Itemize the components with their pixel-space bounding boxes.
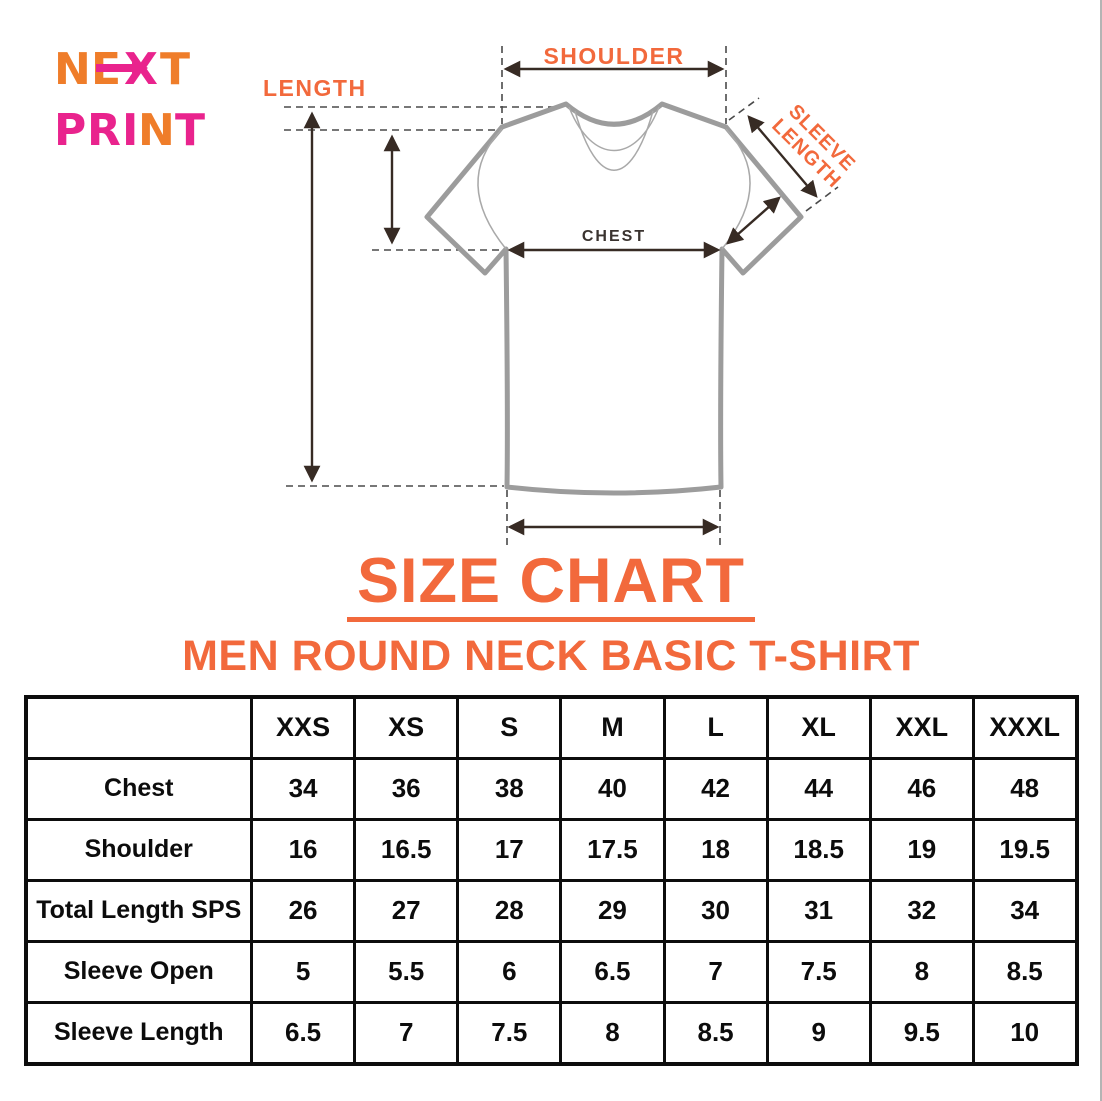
measurement-row-label: Total Length SPS [24,878,253,943]
size-column-header: XXS [249,695,357,760]
logo-word-next: N E X T [54,44,190,95]
size-value-cell: 30 [662,878,769,943]
measurement-row-label: Sleeve Length [24,1000,253,1066]
size-table: XXS XS S M L XL XXL XXXL Chest 34 36 38 40 42 44 46 48 S… [23,694,1079,1066]
size-column-header: XXL [868,695,975,760]
size-value-cell: 8 [559,1000,666,1066]
size-value-cell: 36 [353,756,460,821]
size-value-cell: 18.5 [765,817,872,882]
size-value-cell: 17 [456,817,563,882]
size-value-cell: 5 [249,939,357,1004]
size-value-cell: 19.5 [971,817,1079,882]
size-value-cell: 31 [765,878,872,943]
size-value-cell: 5.5 [353,939,460,1004]
size-column-header: L [662,695,769,760]
size-value-cell: 16.5 [353,817,460,882]
size-value-cell: 7 [353,1000,460,1066]
size-value-cell: 34 [249,756,357,821]
logo-letter: R [87,105,121,154]
size-value-cell: 48 [971,756,1079,821]
size-table-body: Chest 34 36 38 40 42 44 46 48 Shoulder 16 16.5 17 17.… [24,756,1079,1066]
size-column-header: XL [765,695,872,760]
tshirt-outline [424,101,804,496]
measurement-row-label: Shoulder [24,817,253,882]
guide-dashed-lines [284,46,839,547]
size-value-cell: 6.5 [559,939,666,1004]
table-row: Chest 34 36 38 40 42 44 46 48 [24,756,1079,821]
measurement-row-label: Chest [24,756,253,821]
chest-label: CHEST [582,228,646,245]
size-value-cell: 6 [456,939,563,1004]
logo-letter: N [138,105,175,154]
left-armhole-seam [477,128,507,250]
logo-letter: P [54,105,86,154]
size-value-cell: 16 [249,817,357,882]
size-value-cell: 8 [868,939,975,1004]
dimension-arrows [303,60,818,536]
logo-arrow-icon [96,57,148,79]
size-value-cell: 32 [868,878,975,943]
table-row: Total Length SPS 26 27 28 29 30 31 32 34 [24,878,1079,943]
logo-word-print: P R I N T [54,105,205,154]
size-value-cell: 8.5 [662,1000,769,1066]
sleeve-length-label: SLEEVE LENGTH [767,100,859,192]
size-value-cell: 18 [662,817,769,882]
size-value-cell: 34 [971,878,1079,943]
size-value-cell: 7.5 [456,1000,563,1066]
size-value-cell: 27 [353,878,460,943]
logo-letter: T [160,44,190,95]
size-value-cell: 8.5 [971,939,1079,1004]
table-row: Shoulder 16 16.5 17 17.5 18 18.5 19 19.5 [24,817,1079,882]
shoulder-label: SHOULDER [543,43,684,69]
size-value-cell: 26 [249,878,357,943]
tshirt-measurement-diagram: SHOULDER LENGTH CHEST SLEEVE LENGTH [263,43,860,547]
size-value-cell: 7 [662,939,769,1004]
page-title: SIZE CHART [347,550,755,622]
size-value-cell: 38 [456,756,563,821]
size-value-cell: 7.5 [765,939,872,1004]
sleeve-length-arrow [747,115,818,198]
page-subtitle: MEN ROUND NECK BASIC T-SHIRT [182,631,920,680]
size-value-cell: 44 [765,756,872,821]
size-value-cell: 42 [662,756,769,821]
size-column-header: XXXL [971,695,1079,760]
logo-letter: N [54,44,91,95]
size-value-cell: 9.5 [868,1000,975,1066]
size-table-header-row: XXS XS S M L XL XXL XXXL [24,695,1079,760]
size-value-cell: 19 [868,817,975,882]
measurement-row-label: Sleeve Open [24,939,253,1004]
size-value-cell: 9 [765,1000,872,1066]
table-row: Sleeve Length 6.5 7 7.5 8 8.5 9 9.5 10 [24,1000,1079,1066]
size-value-cell: 46 [868,756,975,821]
size-value-cell: 6.5 [249,1000,357,1066]
logo-letter: T [175,105,205,154]
next-print-logo: N E X T P R I N T [54,44,205,154]
length-label: LENGTH [263,75,367,101]
logo-letter: I [122,105,138,154]
size-value-cell: 28 [456,878,563,943]
size-value-cell: 17.5 [559,817,666,882]
size-column-header: XS [353,695,460,760]
size-column-header: M [559,695,666,760]
size-value-cell: 10 [971,1000,1079,1066]
collar-seam-2 [574,110,654,171]
sleeve-inner-arrow [726,196,781,245]
corner-cell [24,695,253,760]
image-edge-line [1100,0,1102,1101]
size-value-cell: 29 [559,878,666,943]
collar-seam-1 [568,106,660,151]
table-row: Sleeve Open 5 5.5 6 6.5 7 7.5 8 8.5 [24,939,1079,1004]
size-column-header: S [456,695,563,760]
size-value-cell: 40 [559,756,666,821]
